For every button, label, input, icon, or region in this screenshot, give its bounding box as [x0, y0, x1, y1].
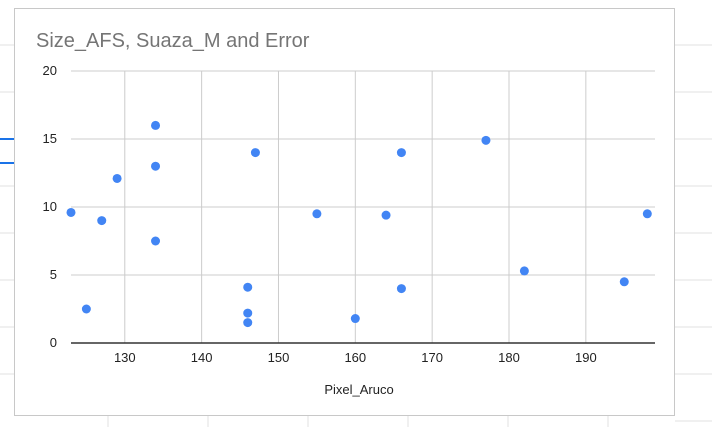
point — [619, 277, 629, 287]
point — [312, 209, 322, 219]
point — [112, 173, 122, 183]
x-tick-label: 150 — [268, 350, 290, 365]
y-tick-label: 15 — [43, 131, 57, 146]
point — [243, 308, 253, 318]
point — [519, 266, 529, 276]
x-tick-label: 190 — [575, 350, 597, 365]
y-tick-label: 0 — [50, 335, 57, 350]
x-axis-label: Pixel_Aruco — [324, 382, 393, 397]
marks — [66, 120, 652, 328]
x-tick-label: 140 — [191, 350, 213, 365]
x-tick-label: 170 — [421, 350, 443, 365]
x-tick-label: 160 — [344, 350, 366, 365]
point — [350, 314, 360, 324]
sheet-grid — [0, 44, 712, 427]
point — [481, 135, 491, 145]
point — [97, 216, 107, 226]
chart-title: Size_AFS, Suaza_M and Error — [36, 30, 310, 52]
point — [151, 236, 161, 246]
x-tick-label: 130 — [114, 350, 136, 365]
point — [81, 304, 91, 314]
point — [642, 209, 652, 219]
point — [381, 210, 391, 220]
point — [396, 148, 406, 158]
point — [66, 207, 76, 217]
x-tick-label: 180 — [498, 350, 520, 365]
y-tick-label: 5 — [50, 267, 57, 282]
y-tick-label: 10 — [43, 199, 57, 214]
point — [250, 148, 260, 158]
grid: 0 5 10 15 20 130 140 150 160 170 180 190 — [43, 63, 655, 365]
point — [151, 161, 161, 171]
point — [243, 318, 253, 328]
point — [396, 284, 406, 294]
point — [151, 120, 161, 130]
point — [243, 282, 253, 292]
y-tick-label: 20 — [43, 63, 57, 78]
